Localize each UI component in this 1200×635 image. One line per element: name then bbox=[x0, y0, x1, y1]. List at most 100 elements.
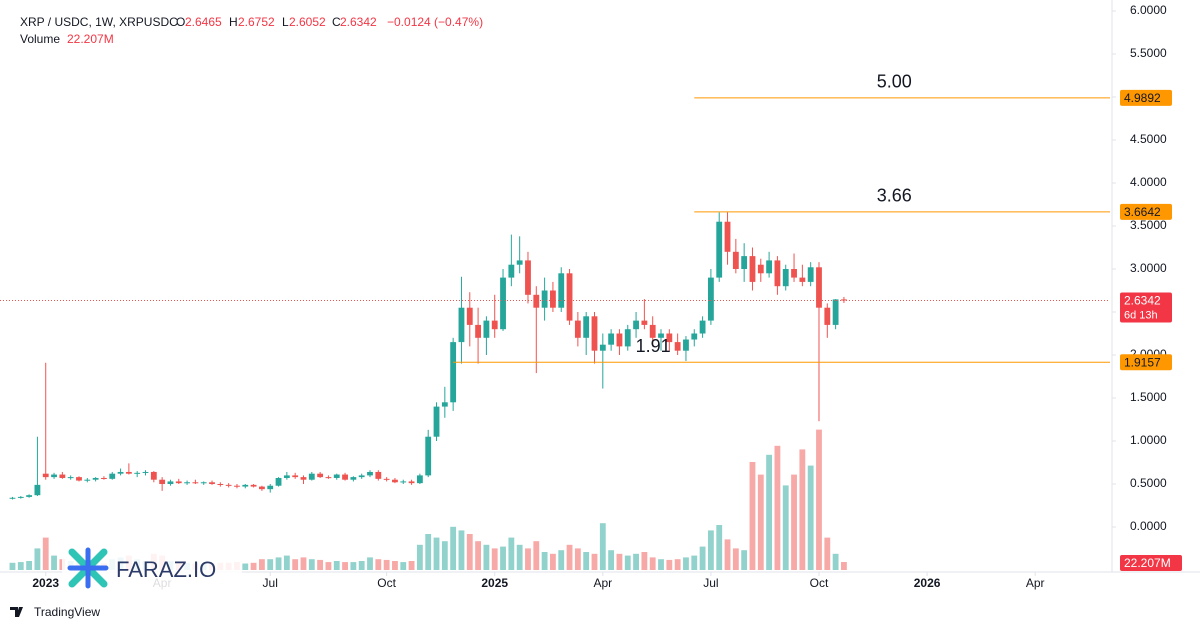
level-price-label: 3.6642 bbox=[1124, 205, 1161, 219]
footer: TradingView bbox=[10, 605, 100, 619]
candle-body bbox=[26, 495, 33, 497]
candle-body bbox=[674, 342, 681, 351]
candle-body bbox=[192, 482, 199, 484]
volume-bar bbox=[791, 474, 797, 570]
candle-body bbox=[325, 477, 332, 479]
candle-body bbox=[159, 479, 166, 485]
candle-body bbox=[550, 290, 556, 308]
change: −0.0124 (−0.47%) bbox=[387, 15, 483, 29]
volume-bar bbox=[691, 555, 698, 570]
volume-bar bbox=[17, 562, 24, 570]
candle-body bbox=[608, 333, 615, 345]
logo-text: FARAZ.IO bbox=[116, 557, 216, 582]
logo: FARAZ.IO bbox=[62, 546, 242, 592]
y-tick-label: 3.0000 bbox=[1130, 261, 1167, 275]
candle-body bbox=[84, 479, 91, 481]
candle-body bbox=[51, 474, 57, 478]
candle-body bbox=[782, 269, 789, 287]
volume-bar bbox=[574, 548, 581, 570]
candle-body bbox=[574, 320, 581, 338]
footer-text: TradingView bbox=[34, 605, 100, 619]
volume-bar bbox=[26, 561, 33, 570]
level-price-box bbox=[1120, 89, 1172, 106]
candle-body bbox=[416, 475, 423, 484]
volume-bar bbox=[42, 537, 49, 570]
volume-bar bbox=[300, 557, 307, 570]
candle-body bbox=[225, 484, 232, 486]
volume-bar bbox=[824, 537, 831, 570]
volume-bar bbox=[766, 454, 773, 570]
candle-body bbox=[541, 290, 548, 308]
volume-bar bbox=[566, 544, 573, 570]
volume-bar bbox=[641, 552, 648, 570]
high-value: 2.6752 bbox=[238, 15, 275, 29]
candle-body bbox=[716, 221, 723, 278]
volume-title: Volume bbox=[20, 32, 60, 46]
candle-body bbox=[134, 472, 141, 474]
candle-body bbox=[250, 484, 257, 487]
candle-body bbox=[707, 277, 714, 321]
candle-body bbox=[425, 436, 432, 476]
volume-bar bbox=[325, 562, 332, 570]
candle-body bbox=[76, 477, 82, 481]
candle-body bbox=[633, 320, 639, 330]
volume-bar bbox=[658, 559, 664, 570]
x-tick-label: Jul bbox=[263, 576, 278, 590]
candle-body bbox=[658, 333, 664, 338]
volume-bar bbox=[250, 562, 257, 570]
x-tick-label: Jul bbox=[703, 576, 718, 590]
candle-body bbox=[741, 256, 748, 270]
candle-body bbox=[142, 471, 149, 473]
candle-body bbox=[42, 473, 49, 478]
candle-body bbox=[375, 471, 382, 479]
candle-body bbox=[59, 474, 66, 478]
candle-body bbox=[500, 277, 506, 330]
candle-body bbox=[466, 307, 473, 325]
candle-body bbox=[408, 481, 415, 484]
volume-bar bbox=[674, 559, 681, 570]
volume-bar bbox=[9, 562, 16, 570]
candle-body bbox=[491, 320, 498, 330]
volume-bar bbox=[466, 534, 473, 570]
candle-body bbox=[175, 481, 182, 484]
level-price-label: 1.9157 bbox=[1124, 355, 1161, 369]
volume-bar bbox=[583, 552, 590, 570]
candle-body bbox=[292, 475, 299, 478]
volume-bar bbox=[516, 544, 523, 570]
candle-body bbox=[525, 260, 531, 295]
candle-body bbox=[275, 477, 282, 486]
volume-bar bbox=[508, 537, 515, 570]
volume-bar bbox=[649, 557, 656, 570]
volume-bar bbox=[441, 541, 448, 570]
candle-body bbox=[683, 339, 689, 351]
candle-body bbox=[34, 484, 41, 496]
volume-bar bbox=[500, 546, 506, 570]
candle-body bbox=[732, 251, 739, 270]
volume-value: 22.207M bbox=[67, 32, 114, 46]
volume-bar bbox=[267, 559, 274, 570]
plot-area: 5.00 3.66 1.91 bbox=[0, 72, 1110, 570]
candle-body bbox=[475, 324, 481, 338]
volume-bar bbox=[367, 557, 373, 570]
candle-body bbox=[200, 482, 207, 484]
volume-box bbox=[1120, 555, 1182, 571]
candle-body bbox=[101, 477, 107, 479]
volume-bar bbox=[383, 559, 390, 570]
y-tick-label: 1.5000 bbox=[1130, 390, 1167, 404]
volume-bar bbox=[799, 449, 806, 570]
candle-body bbox=[383, 478, 390, 480]
volume-bar bbox=[408, 561, 415, 570]
candle-body bbox=[217, 484, 224, 486]
candle-body bbox=[400, 481, 407, 483]
candle-body bbox=[841, 299, 847, 301]
volume-bar bbox=[242, 563, 249, 570]
level-price-box bbox=[1120, 354, 1172, 371]
level-price-box bbox=[1120, 203, 1172, 220]
candle-body bbox=[641, 320, 648, 325]
volume-bar bbox=[308, 559, 315, 570]
candle-body bbox=[9, 497, 16, 499]
volume-bar bbox=[841, 562, 847, 570]
close-value: 2.6342 bbox=[340, 15, 377, 29]
